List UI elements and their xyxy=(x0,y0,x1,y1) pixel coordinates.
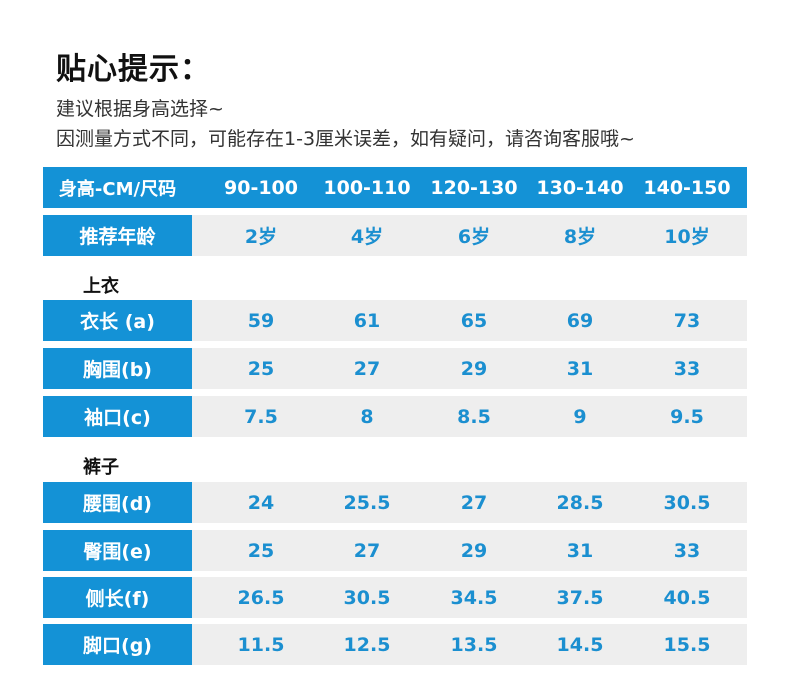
measure-cells: 11.5 12.5 13.5 14.5 15.5 xyxy=(192,624,747,665)
age-row: 推荐年龄 2岁 4岁 6岁 8岁 10岁 xyxy=(43,215,747,256)
measure-label: 脚口(g) xyxy=(43,624,192,665)
measure-value: 24 xyxy=(247,491,275,514)
measure-value: 73 xyxy=(673,309,701,332)
measure-value: 25.5 xyxy=(343,491,391,514)
header-cells: 90-100 100-110 120-130 130-140 140-150 xyxy=(192,167,747,208)
note-line-1: 建议根据身高选择~ xyxy=(56,98,224,120)
size-90-100: 90-100 xyxy=(224,176,298,199)
size-120-130: 120-130 xyxy=(430,176,518,199)
size-100-110: 100-110 xyxy=(323,176,411,199)
measure-cells: 24 25.5 27 28.5 30.5 xyxy=(192,482,747,523)
measure-label: 胸围(b) xyxy=(43,348,192,389)
measure-label: 袖口(c) xyxy=(43,396,192,437)
measure-value: 27 xyxy=(353,357,381,380)
measure-label: 衣长 (a) xyxy=(43,300,192,341)
age-value: 2岁 xyxy=(244,226,278,248)
measure-value: 31 xyxy=(566,357,594,380)
measure-cells: 7.5 8 8.5 9 9.5 xyxy=(192,396,747,437)
measure-value: 65 xyxy=(460,309,488,332)
measure-value: 27 xyxy=(460,491,488,514)
size-header-row: 身高-CM/尺码 90-100 100-110 120-130 130-140 … xyxy=(43,167,747,208)
measure-value: 9.5 xyxy=(670,405,704,428)
measure-value: 28.5 xyxy=(556,491,604,514)
measure-cells: 25 27 29 31 33 xyxy=(192,530,747,571)
measure-value: 29 xyxy=(460,357,488,380)
measure-value: 14.5 xyxy=(556,633,604,656)
measure-row-leg-opening: 脚口(g) 11.5 12.5 13.5 14.5 15.5 xyxy=(43,624,747,665)
measure-value: 37.5 xyxy=(556,586,604,609)
size-130-140: 130-140 xyxy=(536,176,624,199)
measure-row-waist: 腰围(d) 24 25.5 27 28.5 30.5 xyxy=(43,482,747,523)
measure-value: 15.5 xyxy=(663,633,711,656)
measure-value: 69 xyxy=(566,309,594,332)
measure-value: 8.5 xyxy=(457,405,491,428)
page-title: 贴心提示： xyxy=(56,52,211,87)
age-value: 4岁 xyxy=(350,226,384,248)
measure-value: 27 xyxy=(353,539,381,562)
measure-value: 9 xyxy=(573,405,587,428)
measure-row-length: 衣长 (a) 59 61 65 69 73 xyxy=(43,300,747,341)
measure-value: 11.5 xyxy=(237,633,285,656)
measure-row-chest: 胸围(b) 25 27 29 31 33 xyxy=(43,348,747,389)
measure-cells: 59 61 65 69 73 xyxy=(192,300,747,341)
age-cells: 2岁 4岁 6岁 8岁 10岁 xyxy=(192,215,747,256)
measure-value: 30.5 xyxy=(343,586,391,609)
measure-value: 40.5 xyxy=(663,586,711,609)
measure-value: 30.5 xyxy=(663,491,711,514)
measure-value: 13.5 xyxy=(450,633,498,656)
measure-row-hip: 臀围(e) 25 27 29 31 33 xyxy=(43,530,747,571)
measure-value: 12.5 xyxy=(343,633,391,656)
age-value: 8岁 xyxy=(563,226,597,248)
measure-value: 8 xyxy=(360,405,374,428)
measure-value: 33 xyxy=(673,357,701,380)
measure-value: 29 xyxy=(460,539,488,562)
age-value: 6岁 xyxy=(457,226,491,248)
measure-value: 25 xyxy=(247,539,275,562)
measure-label: 腰围(d) xyxy=(43,482,192,523)
section-title-top: 上衣 xyxy=(83,276,119,297)
measure-value: 33 xyxy=(673,539,701,562)
measure-row-side-length: 侧长(f) 26.5 30.5 34.5 37.5 40.5 xyxy=(43,577,747,618)
measure-value: 59 xyxy=(247,309,275,332)
header-label: 身高-CM/尺码 xyxy=(43,167,192,208)
measure-value: 31 xyxy=(566,539,594,562)
measure-value: 7.5 xyxy=(244,405,278,428)
note-line-2: 因测量方式不同，可能存在1-3厘米误差，如有疑问，请咨询客服哦~ xyxy=(56,128,635,150)
measure-cells: 25 27 29 31 33 xyxy=(192,348,747,389)
measure-row-cuff: 袖口(c) 7.5 8 8.5 9 9.5 xyxy=(43,396,747,437)
age-label: 推荐年龄 xyxy=(43,215,192,256)
section-title-pants: 裤子 xyxy=(83,457,119,478)
measure-value: 26.5 xyxy=(237,586,285,609)
measure-label: 臀围(e) xyxy=(43,530,192,571)
measure-label: 侧长(f) xyxy=(43,577,192,618)
measure-value: 61 xyxy=(353,309,381,332)
measure-value: 34.5 xyxy=(450,586,498,609)
age-value: 10岁 xyxy=(664,226,710,248)
measure-cells: 26.5 30.5 34.5 37.5 40.5 xyxy=(192,577,747,618)
measure-value: 25 xyxy=(247,357,275,380)
size-140-150: 140-150 xyxy=(643,176,731,199)
